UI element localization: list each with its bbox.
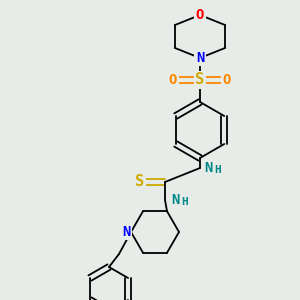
Text: O: O	[223, 73, 231, 87]
Text: N: N	[196, 51, 204, 65]
Text: H: H	[214, 165, 221, 175]
Text: N: N	[204, 161, 212, 175]
Text: N: N	[171, 193, 179, 207]
Text: O: O	[169, 73, 177, 87]
Text: N: N	[122, 225, 130, 239]
Text: S: S	[195, 73, 205, 88]
Text: O: O	[196, 8, 204, 22]
Text: H: H	[182, 197, 188, 207]
Text: S: S	[135, 175, 145, 190]
